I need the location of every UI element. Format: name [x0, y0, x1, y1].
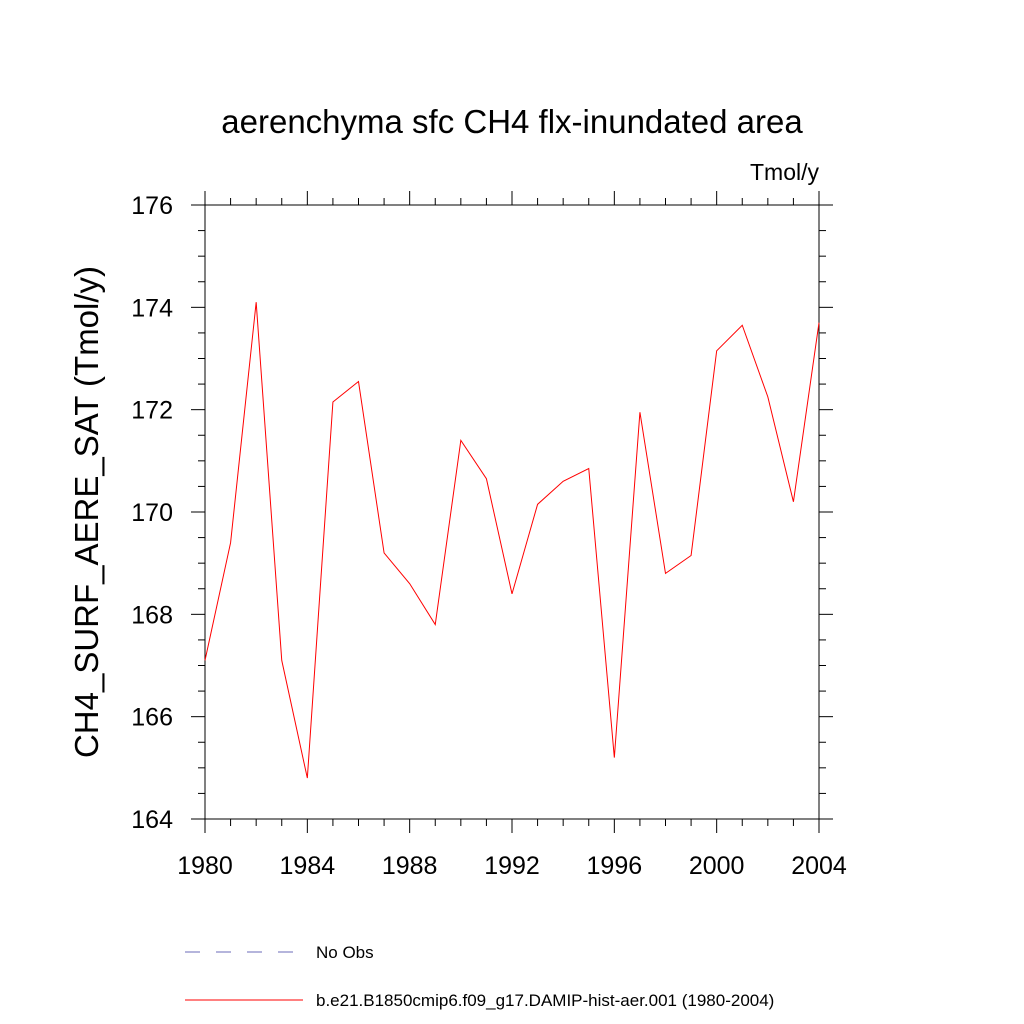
axis-tick-labels: 1980 1984 1988 1992 1996 2000 2004 164 166 168 170…: [131, 192, 847, 880]
legend-label: b.e21.B1850cmip6.f09_g17.DAMIP-hist-aer.…: [316, 991, 774, 1010]
series-line: [204, 302, 820, 779]
x-tick-label: 2004: [791, 852, 847, 880]
chart-units-label: Tmol/y: [750, 159, 820, 185]
series-layer: [204, 302, 820, 779]
plot-area-frame: [204, 204, 820, 820]
legend: No Obs b.e21.B1850cmip6.f09_g17.DAMIP-his…: [185, 943, 774, 1010]
x-tick-label: 1980: [177, 852, 233, 880]
axis-ticks: [191, 191, 833, 833]
y-tick-label: 166: [131, 704, 173, 732]
chart-title: aerenchyma sfc CH4 flx-inundated area: [221, 103, 803, 140]
y-axis-label: CH4_SURF_AERE_SAT (Tmol/y): [68, 266, 105, 758]
y-tick-label: 170: [131, 499, 173, 527]
y-tick-label: 164: [131, 806, 173, 834]
legend-label: No Obs: [316, 943, 374, 962]
x-tick-label: 1988: [382, 852, 438, 880]
x-tick-label: 1996: [587, 852, 643, 880]
y-tick-label: 174: [131, 294, 173, 322]
x-tick-label: 1984: [280, 852, 336, 880]
y-tick-label: 172: [131, 397, 173, 425]
x-tick-label: 2000: [689, 852, 745, 880]
x-tick-label: 1992: [484, 852, 540, 880]
y-tick-label: 176: [131, 192, 173, 220]
y-tick-label: 168: [131, 601, 173, 629]
